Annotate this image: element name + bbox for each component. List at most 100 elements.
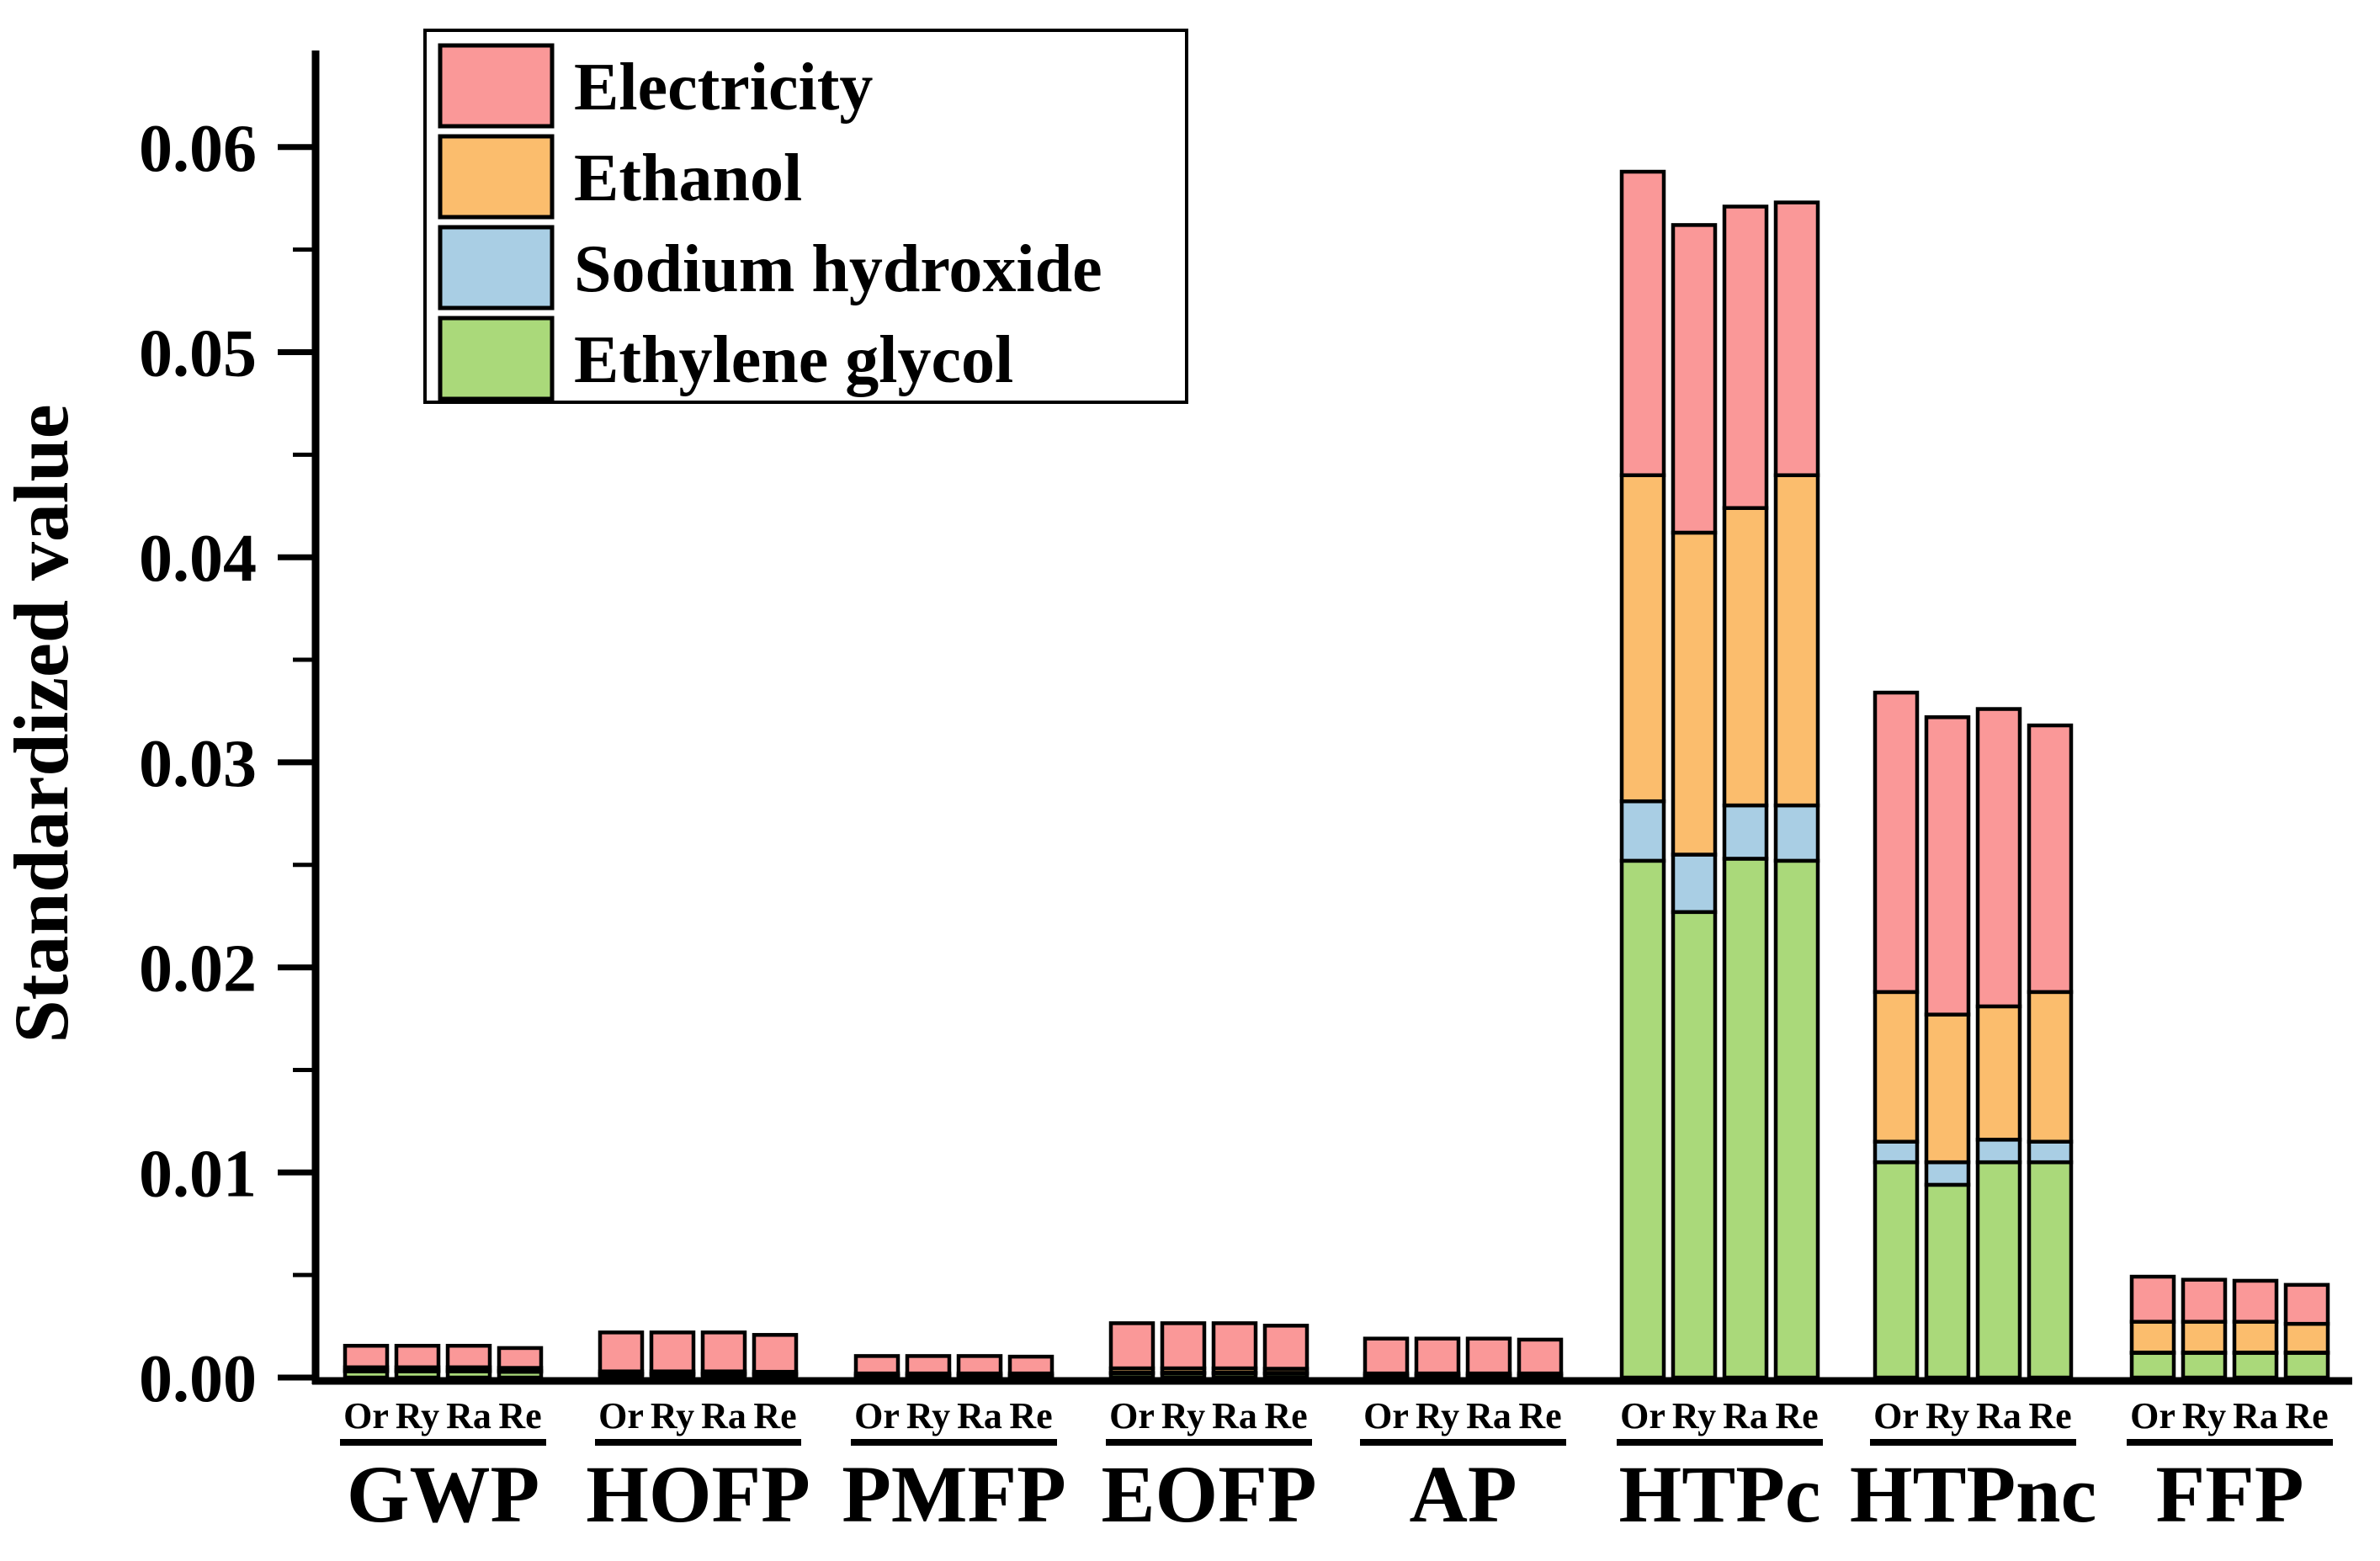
bar-segment-ethylene-glycol (1975, 1160, 2022, 1380)
bar-segment-ethanol (2027, 990, 2074, 1144)
bar-segment-ethanol (1924, 1012, 1971, 1165)
y-tick-label: 0.03 (139, 727, 257, 801)
bar-segment-electricity (1671, 223, 1718, 535)
y-tick-label: 0.05 (139, 317, 257, 391)
bar-sublabel: Re (753, 1395, 796, 1436)
bar-sublabel: Ra (2233, 1395, 2278, 1436)
bar-segment-electricity (1363, 1336, 1410, 1376)
bar-segment-electricity (1873, 690, 1920, 995)
bar-segment-electricity (1007, 1354, 1055, 1376)
legend-label: Electricity (574, 50, 873, 125)
bar-segment-electricity (1975, 707, 2022, 1009)
bar-sublabel: Re (2285, 1395, 2328, 1436)
bar-segment-ethylene-glycol (2129, 1351, 2176, 1380)
bar-segment-electricity (700, 1330, 747, 1373)
bar-segment-electricity (2027, 723, 2074, 995)
bar-segment-ethanol (2232, 1319, 2279, 1355)
bar-segment-ethanol (1873, 990, 1920, 1144)
legend-label: Ethylene glycol (574, 323, 1013, 397)
bar-segment-sodium-hydroxide (1773, 803, 1820, 863)
bar-sublabel: Or (1620, 1395, 1665, 1436)
bar-segment-electricity (752, 1333, 799, 1374)
group-label: AP (1410, 1449, 1517, 1539)
bar-segment-electricity (1924, 715, 1971, 1017)
bar-segment-sodium-hydroxide (1924, 1160, 1971, 1187)
bar-segment-sodium-hydroxide (1975, 1138, 2022, 1165)
bar-segment-electricity (905, 1354, 952, 1376)
bar-segment-sodium-hydroxide (1671, 852, 1718, 915)
legend-swatch (438, 316, 555, 401)
legend-label: Sodium hydroxide (574, 232, 1102, 306)
bar-segment-electricity (1773, 200, 1820, 477)
legend-swatch (438, 225, 555, 311)
bar-segment-electricity (1108, 1321, 1155, 1371)
bar-segment-electricity (853, 1354, 900, 1376)
bar-segment-ethanol (1773, 473, 1820, 808)
bar-sublabel: Ra (1976, 1395, 2021, 1436)
bar-segment-ethylene-glycol (1924, 1182, 1971, 1380)
bar-segment-electricity (1211, 1321, 1258, 1371)
bar-segment-ethanol (1671, 530, 1718, 857)
y-tick-label: 0.00 (139, 1342, 257, 1416)
bar-sublabel: Ra (446, 1395, 491, 1436)
y-tick-label: 0.04 (139, 522, 257, 596)
bar-segment-electricity (394, 1343, 441, 1370)
bar-segment-electricity (343, 1343, 390, 1370)
bar-segment-electricity (1414, 1336, 1461, 1376)
bar-segment-ethylene-glycol (2283, 1351, 2330, 1380)
group-label: FFP (2156, 1449, 2304, 1539)
group-label: HTPc (1619, 1449, 1821, 1539)
bar-segment-ethanol (1722, 506, 1769, 808)
bar-segment-ethylene-glycol (1671, 910, 1718, 1380)
bar-segment-sodium-hydroxide (1619, 799, 1666, 863)
bar-segment-electricity (1465, 1336, 1512, 1376)
bar-sublabel: Ry (1926, 1395, 1969, 1436)
bar-segment-ethylene-glycol (2181, 1351, 2228, 1380)
bar-sublabel: Ry (2182, 1395, 2226, 1436)
bar-sublabel: Re (2028, 1395, 2071, 1436)
bar-sublabel: Ra (1723, 1395, 1768, 1436)
bar-sublabel: Or (854, 1395, 900, 1436)
bar-segment-sodium-hydroxide (1873, 1139, 1920, 1165)
group-label: HOFP (586, 1449, 810, 1539)
y-tick-label: 0.02 (139, 932, 257, 1006)
bar-segment-ethanol (2181, 1319, 2228, 1355)
bar-segment-electricity (2181, 1277, 2228, 1324)
bar-segment-electricity (598, 1330, 645, 1373)
bar-sublabel: Or (1873, 1395, 1919, 1436)
legend-swatch (438, 134, 555, 220)
bar-sublabel: Ry (1672, 1395, 1716, 1436)
group-label: PMFP (842, 1449, 1066, 1539)
bar-segment-electricity (1262, 1324, 1310, 1371)
bar-sublabel: Ry (1416, 1395, 1459, 1436)
bar-sublabel: Or (1363, 1395, 1409, 1436)
bar-segment-ethylene-glycol (1722, 857, 1769, 1380)
bar-segment-electricity (2129, 1274, 2176, 1324)
bar-segment-ethanol (2283, 1321, 2330, 1355)
bar-segment-ethylene-glycol (2027, 1160, 2074, 1380)
bar-sublabel: Ra (1466, 1395, 1511, 1436)
bar-segment-ethylene-glycol (1873, 1160, 1920, 1380)
bar-sublabel: Or (1109, 1395, 1155, 1436)
bar-segment-electricity (2232, 1278, 2279, 1324)
bar-segment-ethanol (2129, 1319, 2176, 1355)
bar-sublabel: Re (498, 1395, 541, 1436)
y-tick-label: 0.01 (139, 1137, 257, 1211)
y-tick-label: 0.06 (139, 112, 257, 186)
bar-segment-ethanol (1619, 473, 1666, 804)
y-axis-title: Standardized value (0, 404, 84, 1043)
bar-segment-ethylene-glycol (1773, 858, 1820, 1380)
bar-segment-electricity (1517, 1337, 1564, 1376)
bar-segment-sodium-hydroxide (1722, 803, 1769, 861)
legend-swatch (438, 43, 555, 129)
bar-sublabel: Ry (396, 1395, 439, 1436)
bar-segment-ethylene-glycol (1619, 858, 1666, 1380)
bar-sublabel: Ra (1212, 1395, 1257, 1436)
bar-segment-ethanol (1975, 1004, 2022, 1142)
group-label: HTPnc (1850, 1449, 2096, 1539)
bar-segment-electricity (1160, 1321, 1207, 1371)
bar-sublabel: Re (1518, 1395, 1561, 1436)
bar-segment-electricity (445, 1343, 492, 1370)
